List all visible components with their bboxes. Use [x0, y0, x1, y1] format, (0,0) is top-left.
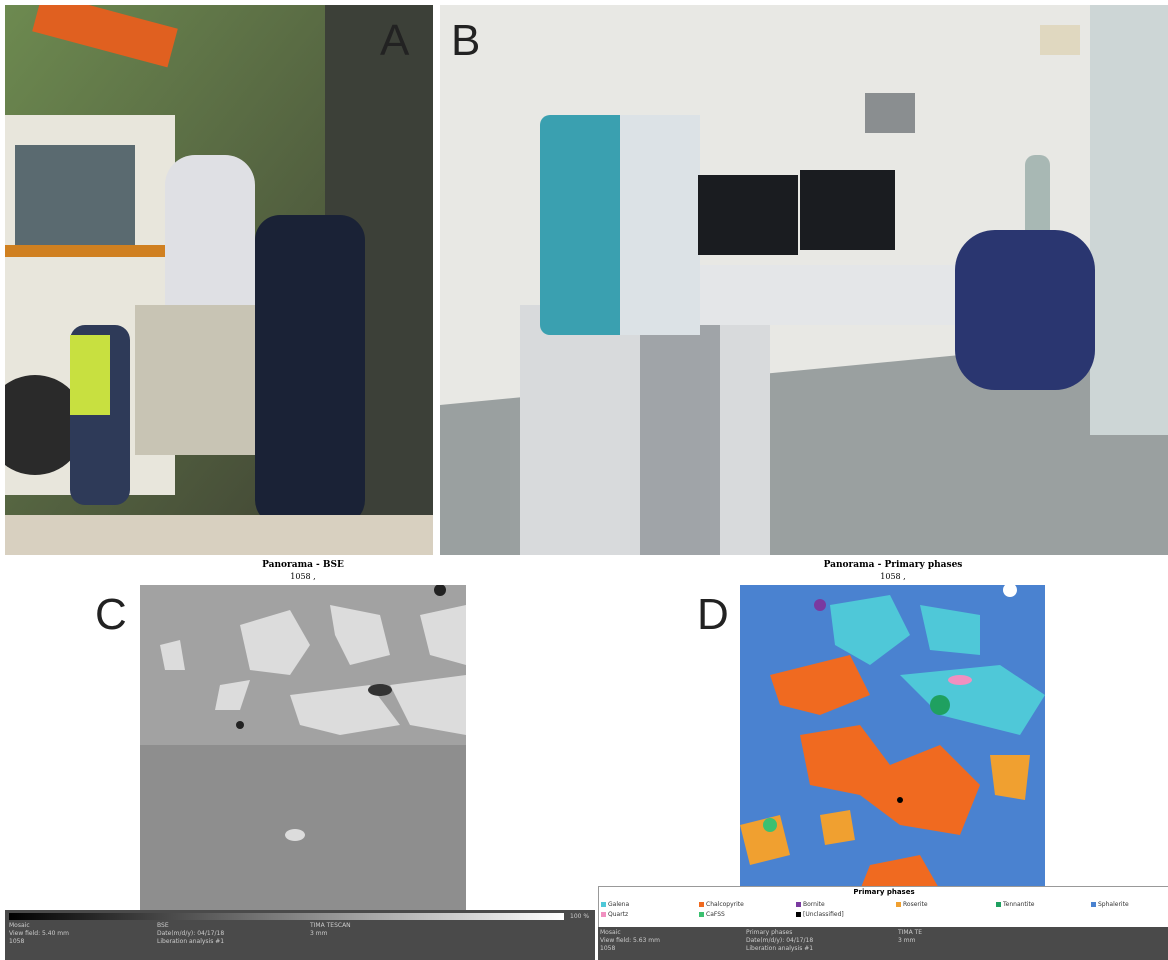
legend-title: Primary phases	[853, 888, 915, 896]
legend-item: Galena	[601, 901, 629, 908]
legend-swatch	[699, 902, 704, 907]
status-text: Primary phases	[746, 929, 793, 936]
status-text: View field: 5.40 mm	[9, 930, 69, 937]
status-bar: 100 % Mosaic BSE TIMA TESCAN View field: 5.…	[5, 910, 595, 960]
legend-label: Galena	[608, 901, 630, 908]
legend-swatch	[996, 902, 1001, 907]
legend-label: Sphalerite	[1098, 901, 1129, 908]
status-text: 3 mm	[898, 937, 916, 944]
bse-map	[140, 585, 466, 910]
panel-title: Panorama - BSE	[262, 560, 344, 570]
scale-label: 100 %	[570, 913, 590, 920]
status-text: Liberation analysis #1	[746, 945, 814, 952]
legend-swatch	[699, 912, 704, 917]
legend-label: Quartz	[608, 911, 629, 918]
legend-item: Chalcopyrite	[699, 901, 744, 908]
legend-item: Sphalerite	[1091, 901, 1129, 908]
legend-label: CaFSS	[706, 911, 725, 918]
legend-item: Roserite	[896, 901, 928, 908]
status-bar: Mosaic Primary phases TIMA TE View field: 5…	[598, 927, 1168, 960]
legend-item: Tennantite	[996, 901, 1035, 908]
legend-label: Roserite	[903, 901, 928, 908]
panel-subtitle: 1058 ,	[290, 572, 316, 581]
status-text: TIMA TESCAN	[310, 922, 351, 929]
legend-item: CaFSS	[699, 911, 725, 918]
legend-label: Bornite	[803, 901, 825, 908]
legend-swatch	[601, 912, 606, 917]
legend-swatch	[796, 912, 801, 917]
legend-label: Tennantite	[1003, 901, 1035, 908]
status-text: 1058	[9, 938, 25, 945]
status-text: Liberation analysis #1	[157, 938, 225, 945]
status-text: Date(m/d/y): 04/17/18	[157, 930, 225, 937]
photo-b	[440, 5, 1168, 555]
photo-a	[5, 5, 433, 555]
status-text: Mosaic	[9, 922, 30, 929]
legend-swatch	[796, 902, 801, 907]
legend-item: [Unclassified]	[796, 911, 844, 918]
panel-label: A	[380, 16, 410, 65]
status-text: TIMA TE	[898, 929, 923, 936]
panel-title: Panorama - Primary phases	[823, 560, 963, 570]
status-text: 3 mm	[310, 930, 328, 937]
status-text: Mosaic	[600, 929, 621, 936]
legend-swatch	[601, 902, 606, 907]
gray-scale	[9, 913, 564, 920]
panel-subtitle: 1058 ,	[880, 572, 906, 581]
legend-label: Chalcopyrite	[706, 901, 744, 908]
phase-map	[740, 585, 1045, 890]
legend-swatch	[1091, 902, 1096, 907]
panel-label: C	[95, 590, 127, 639]
legend-label: [Unclassified]	[803, 911, 844, 918]
legend: Primary phases Galena Chalcopyrite Bornite…	[598, 886, 1168, 928]
panel-label: B	[451, 16, 481, 65]
status-text: BSE	[157, 922, 169, 929]
status-text: 1058	[600, 945, 616, 952]
panel-label: D	[697, 590, 729, 639]
status-text: Date(m/d/y): 04/17/18	[746, 937, 814, 944]
status-text: View field: 5.63 mm	[600, 937, 660, 944]
legend-item: Bornite	[796, 901, 825, 908]
legend-item: Quartz	[601, 911, 628, 918]
legend-swatch	[896, 902, 901, 907]
